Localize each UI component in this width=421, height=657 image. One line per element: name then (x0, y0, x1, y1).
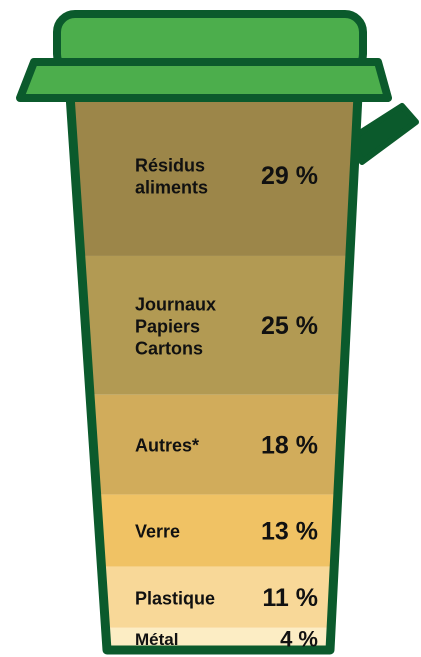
value-label: 13 % (261, 517, 318, 545)
value-label: 4 % (280, 627, 318, 652)
segment (0, 495, 421, 567)
bin-handle (352, 106, 416, 162)
bin-lid-brim (20, 62, 388, 98)
value-label: 29 % (261, 162, 318, 190)
value-label: 18 % (261, 431, 318, 459)
category-label: Plastique (135, 588, 215, 608)
category-label: Verre (135, 521, 180, 541)
segment (0, 395, 421, 495)
category-label: Autres* (135, 435, 199, 455)
chart: Résidusaliments29 %JournauxPapiersCarton… (0, 0, 421, 657)
category-label: Métal (135, 630, 178, 649)
segment (0, 256, 421, 395)
value-label: 11 % (262, 584, 318, 612)
value-label: 25 % (261, 312, 318, 340)
